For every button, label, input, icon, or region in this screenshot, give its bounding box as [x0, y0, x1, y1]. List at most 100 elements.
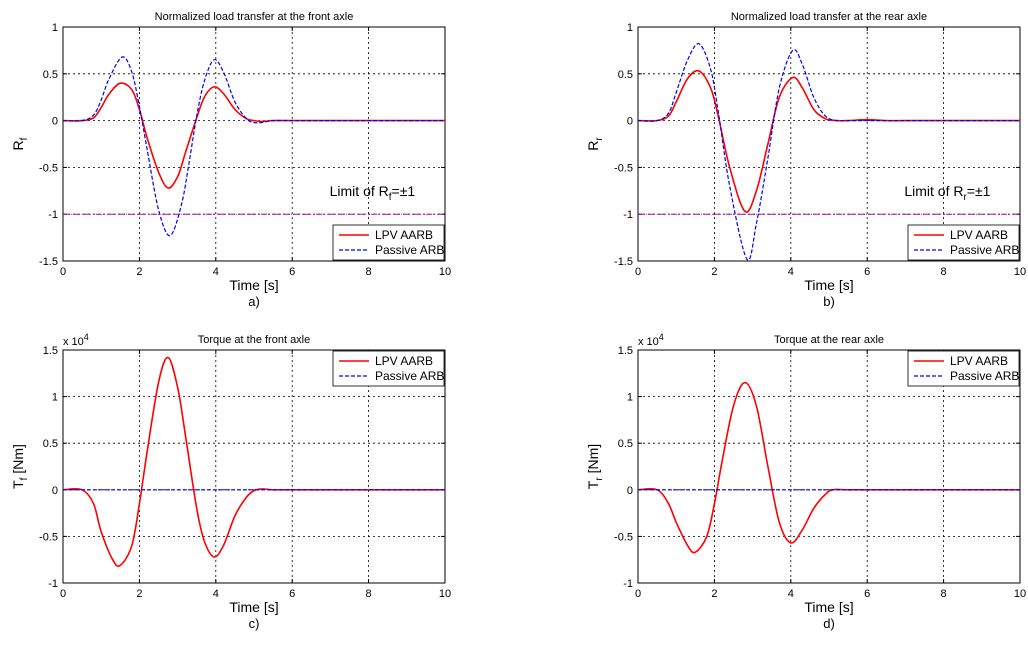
- y-axis-label-sub: r: [594, 137, 605, 141]
- y-tick-label: -1: [623, 578, 633, 590]
- y-tick-label: -1: [48, 578, 58, 590]
- x-tick-label: 6: [864, 588, 870, 600]
- chart-3: 0 2 4 6 8 10 -1 -0.5 0 0.5 1 1.5 Torque at the rear …: [585, 332, 1026, 631]
- x-axis-label: Time [s]: [804, 277, 853, 293]
- y-axis-label: Tr [Nm]: [585, 444, 605, 489]
- plot-area: [637, 349, 1021, 584]
- y-tick-label: 1.5: [43, 345, 58, 357]
- plot-area: [62, 349, 446, 584]
- x-tick-label: 6: [289, 266, 295, 278]
- y-tick-label: 1: [627, 392, 633, 404]
- x-tick-label: 2: [136, 266, 142, 278]
- legend-box: [332, 224, 445, 261]
- limit-annotation-sub: f: [389, 192, 392, 203]
- y-axis-label-sub: r: [594, 477, 605, 481]
- y-tick-label: 1: [52, 22, 58, 34]
- y-axis-label: Rr: [585, 137, 605, 151]
- limit-annotation-main: Limit of R: [904, 183, 963, 199]
- legend-box: [332, 350, 445, 387]
- figure-caption: a): [248, 294, 260, 309]
- chart-2: 0 2 4 6 8 10 -1 -0.5 0 0.5 1 1.5 Torque at the front…: [10, 332, 451, 631]
- y-tick-label: -1: [623, 209, 633, 221]
- axis-multiplier-base: x 10: [63, 336, 84, 348]
- x-tick-label: 4: [788, 266, 794, 278]
- x-tick-label: 10: [1014, 588, 1026, 600]
- y-axis-label-main: R: [585, 141, 601, 151]
- y-tick-label: 0.5: [43, 69, 58, 81]
- y-tick-label: 1.5: [618, 345, 633, 357]
- series-line-lpv-aarb: [63, 356, 445, 567]
- y-tick-label: -0.5: [614, 531, 633, 543]
- plot-area: [62, 26, 446, 262]
- legend-label: Passive ARB: [950, 243, 1019, 257]
- chart-1: 0 2 4 6 8 10 -1.5 -1 -0.5 0 0.5 1 Normalized load tr…: [585, 11, 1026, 309]
- y-tick-label: 0: [627, 116, 633, 128]
- x-tick-label: 10: [1014, 266, 1026, 278]
- y-axis-label-unit: [Nm]: [585, 444, 601, 477]
- legend-label: LPV AARB: [375, 354, 433, 368]
- x-tick-label: 8: [366, 266, 372, 278]
- y-axis-label-unit: [Nm]: [10, 444, 26, 477]
- y-tick-label: 0: [52, 485, 58, 497]
- limit-annotation-main: Limit of R: [330, 183, 389, 199]
- legend-box: [907, 224, 1020, 261]
- y-tick-label: -0.5: [39, 531, 58, 543]
- x-tick-label: 0: [60, 588, 66, 600]
- x-tick-label: 6: [289, 588, 295, 600]
- chart-title: Torque at the rear axle: [774, 334, 884, 346]
- y-tick-label: -1: [48, 209, 58, 221]
- x-tick-label: 0: [60, 266, 66, 278]
- series-group: [63, 356, 445, 567]
- y-axis-label-sub: f: [19, 137, 30, 140]
- series-line-passive-arb: [638, 43, 1020, 261]
- series-line-passive-arb: [63, 56, 445, 237]
- x-tick-label: 4: [213, 266, 219, 278]
- x-tick-label: 8: [941, 266, 947, 278]
- y-tick-label: 0.5: [618, 438, 633, 450]
- y-tick-label: 1: [627, 22, 633, 34]
- axis-multiplier-base: x 10: [638, 336, 659, 348]
- x-tick-label: 0: [635, 588, 641, 600]
- chart-0: 0 2 4 6 8 10 -1.5 -1 -0.5 0 0.5 1 Normalized load tr…: [10, 11, 451, 309]
- chart-title: Normalized load transfer at the rear axl…: [731, 11, 927, 23]
- axis-multiplier: x 104: [638, 332, 664, 348]
- y-tick-label: 0.5: [618, 69, 633, 81]
- x-tick-label: 8: [941, 588, 947, 600]
- y-tick-label: -1.5: [614, 256, 633, 268]
- legend-label: Passive ARB: [950, 369, 1019, 383]
- limit-annotation: Limit of Rr=±1: [904, 183, 990, 203]
- x-tick-label: 4: [788, 588, 794, 600]
- x-tick-label: 2: [711, 266, 717, 278]
- y-tick-label: 0: [627, 485, 633, 497]
- figure-caption: d): [823, 616, 835, 631]
- y-tick-label: -0.5: [614, 162, 633, 174]
- y-axis-label-main: R: [10, 140, 26, 150]
- y-tick-label: -0.5: [39, 162, 58, 174]
- y-tick-label: -1.5: [39, 256, 58, 268]
- x-tick-label: 2: [711, 588, 717, 600]
- chart-title: Normalized load transfer at the front ax…: [155, 11, 354, 23]
- axis-multiplier-exp: 4: [84, 332, 89, 342]
- x-tick-label: 0: [635, 266, 641, 278]
- y-axis-label-main: T: [585, 480, 601, 489]
- legend-label: LPV AARB: [375, 228, 433, 242]
- y-axis-label: Tf [Nm]: [10, 444, 30, 489]
- figure-caption: b): [823, 294, 835, 309]
- series-group: [63, 56, 445, 237]
- legend-label: Passive ARB: [375, 243, 444, 257]
- x-axis-label: Time [s]: [229, 277, 278, 293]
- y-axis-label-sub: f: [19, 477, 30, 480]
- x-axis-label: Time [s]: [229, 599, 278, 615]
- y-tick-label: 0.5: [43, 438, 58, 450]
- legend-label: LPV AARB: [950, 228, 1008, 242]
- figure-caption: c): [249, 616, 260, 631]
- x-tick-label: 8: [366, 588, 372, 600]
- x-axis-label: Time [s]: [804, 599, 853, 615]
- x-tick-label: 10: [439, 266, 451, 278]
- legend-box: [907, 350, 1020, 387]
